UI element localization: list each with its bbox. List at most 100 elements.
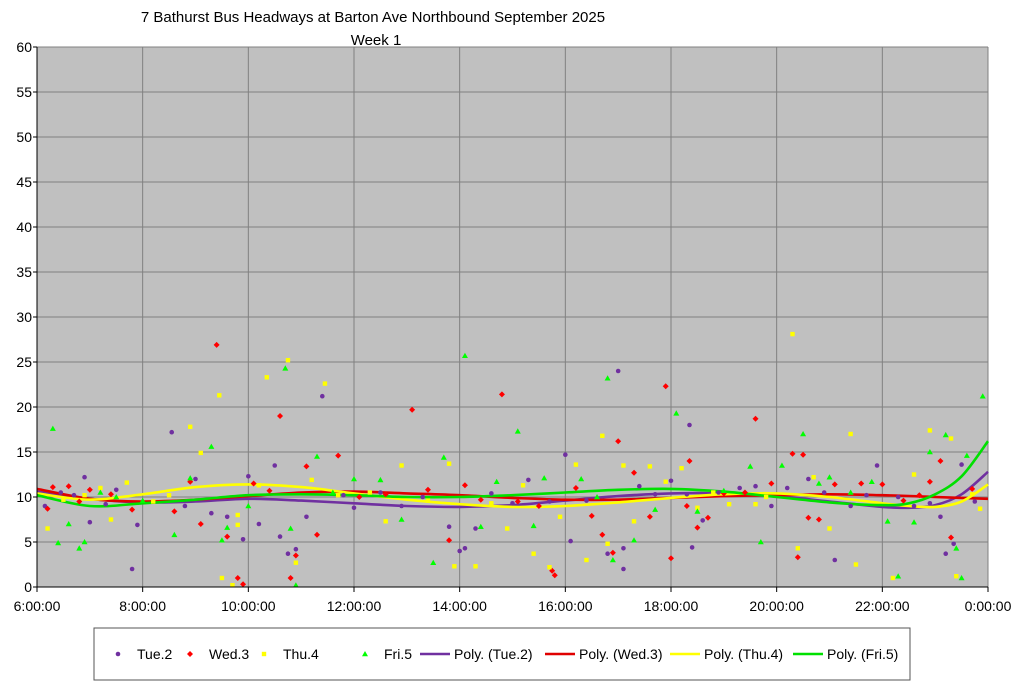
data-point-tue-2 xyxy=(82,474,87,480)
data-point-tue-2 xyxy=(42,503,48,509)
data-point-fri-5 xyxy=(329,489,336,495)
y-tick-label: 15 xyxy=(16,444,32,460)
data-point-wed-3 xyxy=(969,485,976,492)
data-point-tue-2 xyxy=(547,499,552,504)
data-point-wed-3 xyxy=(197,521,204,527)
legend-label: Poly. (Thu.4) xyxy=(704,646,783,662)
data-point-thu-4 xyxy=(795,546,800,551)
legend-label: Poly. (Wed.3) xyxy=(579,646,663,662)
data-point-tue-2 xyxy=(58,490,64,495)
data-point-fri-5 xyxy=(49,425,56,431)
data-point-fri-5 xyxy=(245,503,252,509)
data-point-wed-3 xyxy=(662,383,669,390)
data-point-thu-4 xyxy=(848,431,853,437)
data-point-thu-4 xyxy=(335,493,341,498)
data-point-wed-3 xyxy=(704,514,711,521)
data-point-tue-2 xyxy=(320,393,325,399)
data-point-fri-5 xyxy=(778,462,785,468)
data-point-fri-5 xyxy=(757,539,764,545)
data-point-thu-4 xyxy=(948,436,954,441)
data-point-fri-5 xyxy=(287,525,294,531)
data-point-fri-5 xyxy=(55,539,62,546)
data-point-fri-5 xyxy=(953,545,960,551)
data-point-thu-4 xyxy=(219,575,225,581)
data-point-fri-5 xyxy=(604,375,611,381)
data-point-tue-2 xyxy=(895,494,901,500)
data-point-wed-3 xyxy=(49,484,56,491)
data-point-tue-2 xyxy=(129,566,135,572)
data-point-wed-3 xyxy=(240,581,247,588)
data-point-thu-4 xyxy=(605,541,610,546)
data-point-thu-4 xyxy=(621,463,626,468)
data-point-fri-5 xyxy=(477,523,484,529)
legend-marker xyxy=(261,651,267,657)
data-point-wed-3 xyxy=(303,463,310,470)
data-point-tue-2 xyxy=(510,501,515,506)
data-point-wed-3 xyxy=(768,480,775,487)
data-point-wed-3 xyxy=(314,531,321,538)
data-point-wed-3 xyxy=(789,450,796,457)
data-point-thu-4 xyxy=(927,428,933,433)
x-tick-label: 6:00:00 xyxy=(14,598,61,614)
data-point-fri-5 xyxy=(631,537,638,543)
legend-label: Wed.3 xyxy=(209,646,249,662)
data-point-wed-3 xyxy=(900,497,907,504)
data-point-tue-2 xyxy=(113,487,119,493)
data-point-tue-2 xyxy=(473,526,478,531)
data-point-tue-2 xyxy=(938,514,943,520)
data-point-fri-5 xyxy=(800,431,807,437)
data-point-tue-2 xyxy=(951,541,956,547)
data-point-fri-5 xyxy=(81,539,88,545)
data-point-thu-4 xyxy=(763,494,769,500)
x-tick-label: 14:00:00 xyxy=(432,598,487,614)
legend: Tue.2 Wed.3 Thu.4 Fri.5 Poly. (Tue.2) Poly. (… xyxy=(115,646,898,662)
data-point-thu-4 xyxy=(890,575,896,581)
data-point-tue-2 xyxy=(806,476,811,482)
data-point-thu-4 xyxy=(367,490,373,495)
data-point-thu-4 xyxy=(166,493,172,498)
data-point-tue-2 xyxy=(621,566,626,572)
data-point-thu-4 xyxy=(264,375,270,380)
data-point-thu-4 xyxy=(631,519,637,524)
data-point-tue-2 xyxy=(277,534,283,539)
data-point-tue-2 xyxy=(621,546,626,551)
legend-label: Poly. (Fri.5) xyxy=(827,646,898,662)
data-point-fri-5 xyxy=(493,478,500,484)
data-point-thu-4 xyxy=(600,433,605,438)
data-point-tue-2 xyxy=(689,545,695,550)
data-point-wed-3 xyxy=(879,481,886,488)
chart-title: 7 Bathurst Bus Headways at Barton Ave No… xyxy=(141,9,605,26)
data-point-fri-5 xyxy=(578,476,585,482)
data-point-fri-5 xyxy=(541,475,548,481)
data-point-tue-2 xyxy=(927,501,933,506)
data-point-thu-4 xyxy=(489,501,494,506)
legend-label: Tue.2 xyxy=(137,646,172,662)
data-point-fri-5 xyxy=(530,522,537,529)
data-point-wed-3 xyxy=(694,524,701,531)
data-point-tue-2 xyxy=(615,368,621,374)
data-point-tue-2 xyxy=(285,551,291,556)
data-point-wed-3 xyxy=(335,452,342,459)
data-point-wed-3 xyxy=(224,533,231,540)
y-tick-label: 0 xyxy=(24,579,32,595)
y-tick-label: 5 xyxy=(24,534,32,550)
data-point-tue-2 xyxy=(489,491,494,496)
legend-label: Fri.5 xyxy=(384,646,412,662)
data-point-fri-5 xyxy=(673,410,680,416)
data-point-wed-3 xyxy=(831,481,838,488)
data-point-thu-4 xyxy=(531,551,536,556)
data-point-fri-5 xyxy=(826,474,833,480)
data-point-wed-3 xyxy=(937,458,944,464)
data-points xyxy=(42,331,986,588)
data-point-wed-3 xyxy=(572,485,579,491)
data-point-fri-5 xyxy=(720,487,727,493)
data-point-fri-5 xyxy=(747,463,754,469)
data-point-thu-4 xyxy=(285,358,291,363)
data-point-thu-4 xyxy=(188,424,193,429)
data-point-wed-3 xyxy=(107,491,114,498)
data-point-tue-2 xyxy=(848,503,853,509)
data-point-thu-4 xyxy=(446,461,452,466)
data-point-thu-4 xyxy=(695,505,700,510)
data-point-wed-3 xyxy=(805,514,812,521)
